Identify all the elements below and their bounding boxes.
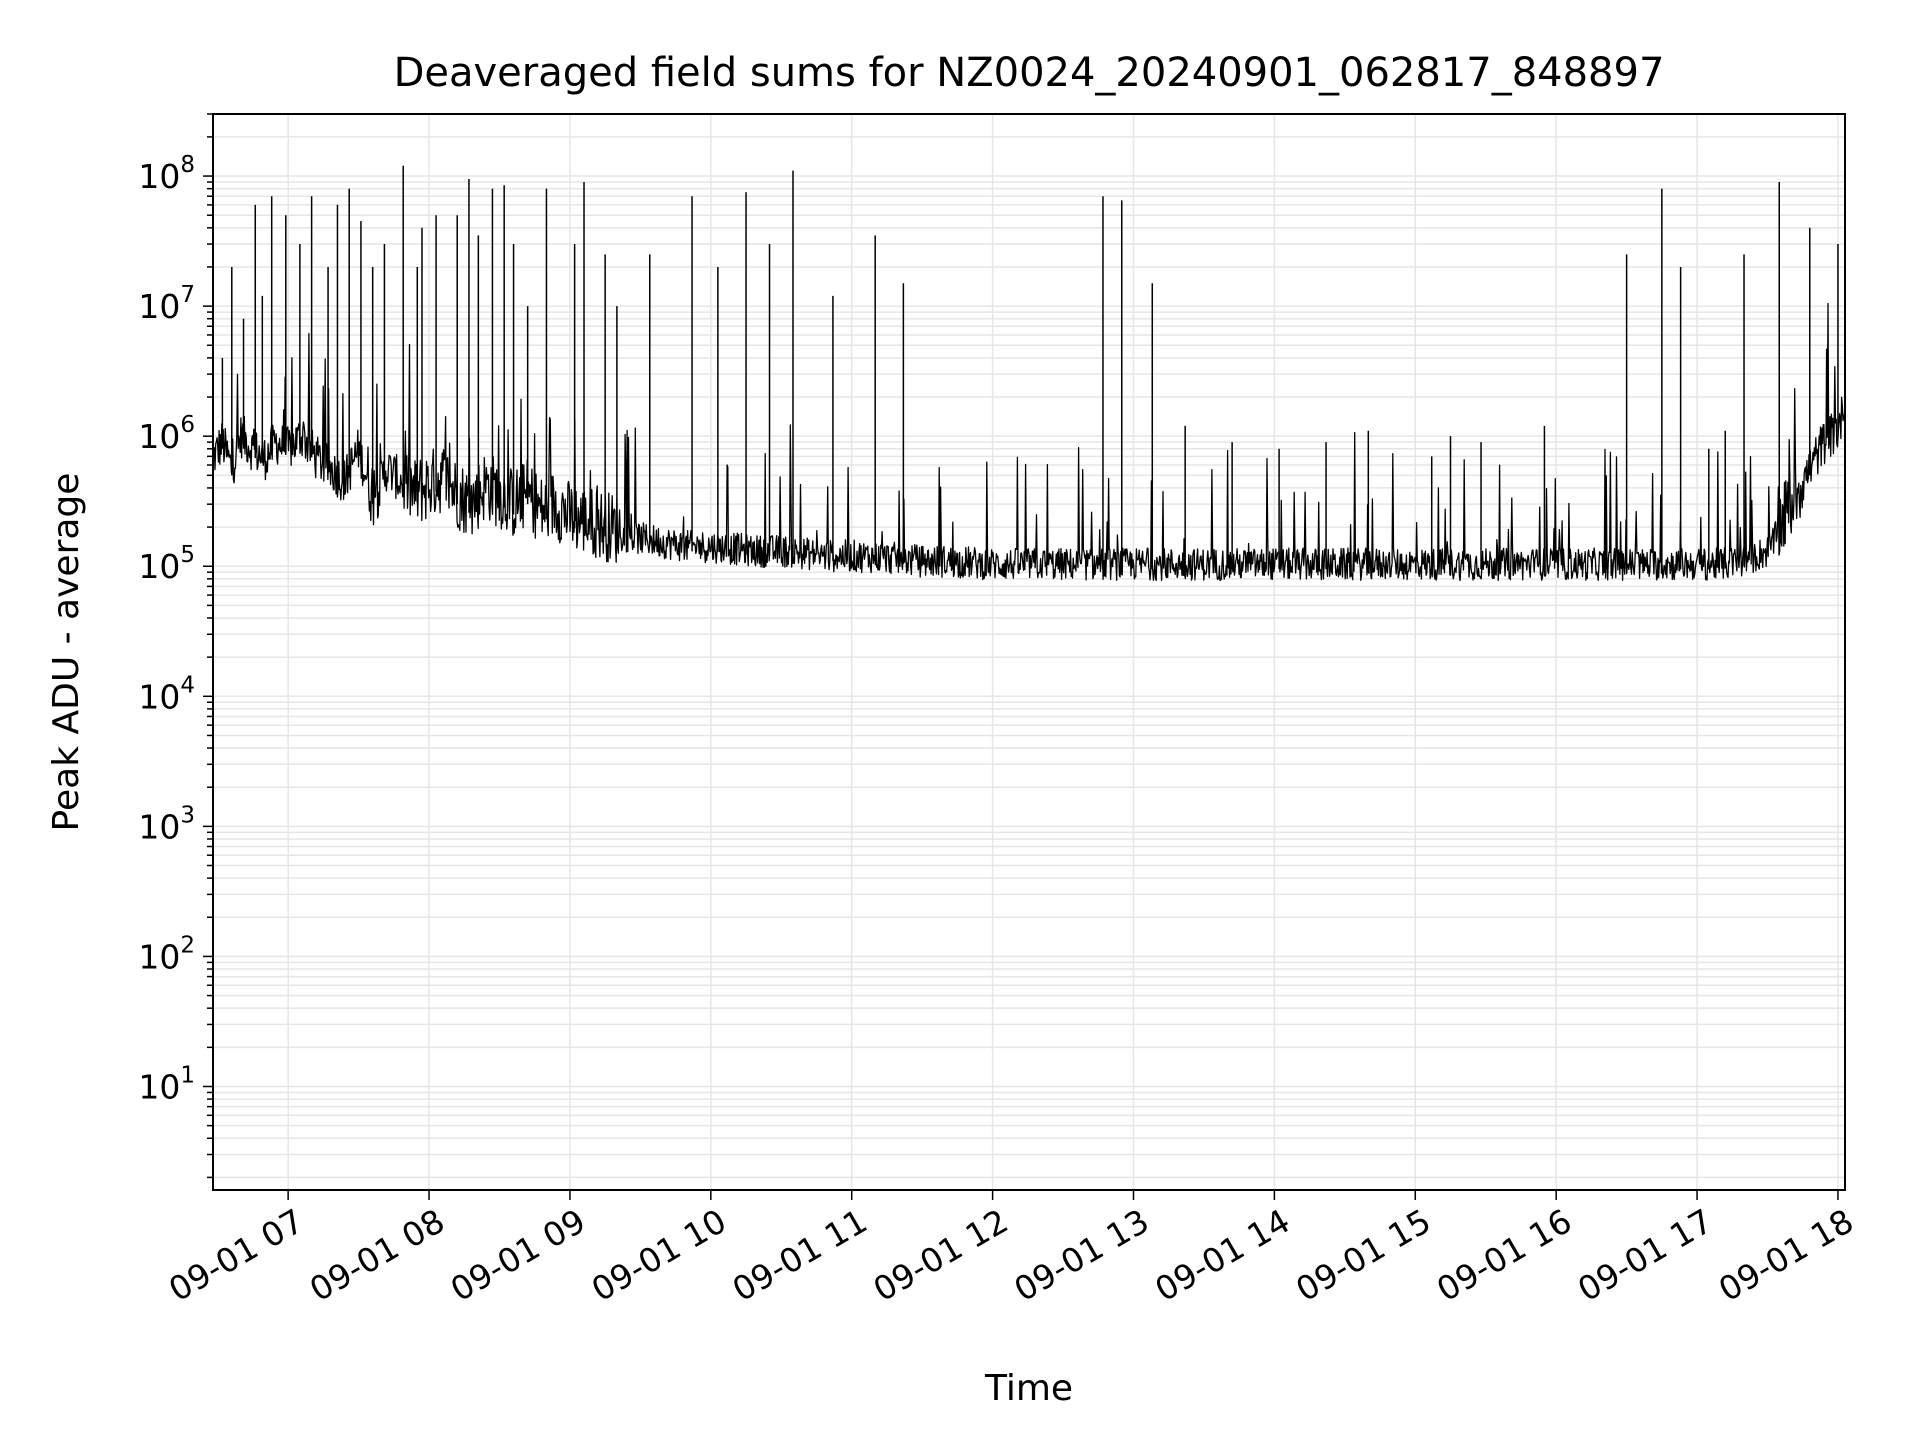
x-tick-label: 09-01 15 bbox=[1289, 1201, 1437, 1309]
y-tick-label: 103 bbox=[138, 802, 195, 846]
y-tick-base: 10 bbox=[138, 157, 180, 196]
y-tick-exponent: 6 bbox=[180, 412, 195, 438]
y-tick-exponent: 1 bbox=[180, 1062, 195, 1088]
y-tick-exponent: 2 bbox=[180, 932, 195, 958]
y-axis-label: Peak ADU - average bbox=[46, 473, 87, 832]
y-tick-base: 10 bbox=[138, 807, 180, 846]
y-tick-base: 10 bbox=[138, 547, 180, 586]
y-tick-label: 104 bbox=[138, 672, 195, 716]
y-tick-base: 10 bbox=[138, 287, 180, 326]
y-tick-label: 108 bbox=[138, 152, 195, 196]
y-tick-base: 10 bbox=[138, 677, 180, 716]
x-tick-label: 09-01 08 bbox=[303, 1201, 451, 1309]
x-tick-label: 09-01 18 bbox=[1712, 1201, 1860, 1309]
series-trace bbox=[212, 302, 1846, 582]
x-tick-label: 09-01 09 bbox=[444, 1201, 592, 1309]
chart-title: Deaveraged field sums for NZ0024_2024090… bbox=[394, 50, 1665, 96]
series-line bbox=[212, 165, 1846, 582]
x-tick-label: 09-01 07 bbox=[162, 1201, 310, 1309]
y-tick-base: 10 bbox=[138, 417, 180, 456]
x-tick-label: 09-01 12 bbox=[867, 1201, 1015, 1309]
grid-lines bbox=[213, 113, 1845, 1190]
plot-frame bbox=[212, 113, 1846, 1191]
y-tick-label: 105 bbox=[138, 542, 195, 586]
y-tick-label: 107 bbox=[138, 282, 195, 326]
x-tick-label: 09-01 14 bbox=[1148, 1201, 1296, 1309]
y-tick-exponent: 4 bbox=[180, 672, 195, 698]
y-tick-base: 10 bbox=[138, 1067, 180, 1106]
y-tick-label: 106 bbox=[138, 412, 195, 456]
y-tick-base: 10 bbox=[138, 937, 180, 976]
x-tick-label: 09-01 16 bbox=[1430, 1201, 1578, 1309]
y-tick-label: 101 bbox=[138, 1062, 195, 1106]
x-tick-label: 09-01 13 bbox=[1007, 1201, 1155, 1309]
x-tick-label: 09-01 17 bbox=[1571, 1201, 1719, 1309]
y-tick-exponent: 5 bbox=[180, 542, 195, 568]
y-tick-exponent: 8 bbox=[180, 152, 195, 178]
y-tick-label: 102 bbox=[138, 932, 195, 976]
x-tick-label: 09-01 10 bbox=[585, 1201, 733, 1309]
y-tick-exponent: 3 bbox=[180, 802, 195, 828]
x-axis-label: Time bbox=[984, 1368, 1073, 1409]
y-tick-exponent: 7 bbox=[180, 282, 195, 308]
x-tick-label: 09-01 11 bbox=[726, 1201, 874, 1309]
